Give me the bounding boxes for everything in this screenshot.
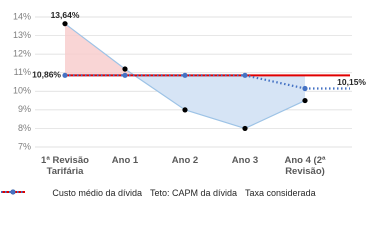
y-tick-label: 13%	[13, 30, 31, 40]
marker	[122, 66, 128, 72]
marker	[242, 72, 248, 78]
y-tick-label: 7%	[18, 141, 31, 151]
legend-item: Taxa considerada	[1, 188, 316, 198]
plot-area: 7% 8% 9% 10% 11% 12% 13% 14% 13,64% 10,86% 10,15%	[13, 10, 366, 151]
legend-marker	[10, 189, 16, 195]
legend-item: Teto: CAPM da dívida	[1, 188, 238, 198]
area-below	[65, 75, 305, 129]
marker	[242, 125, 248, 132]
marker	[182, 72, 188, 78]
legend-label: Taxa considerada	[245, 188, 316, 198]
y-tick-label: 12%	[13, 49, 31, 59]
y-tick-label: 9%	[18, 104, 31, 114]
marker	[302, 97, 308, 104]
y-tick-label: 14%	[13, 11, 31, 21]
x-tick-label: Ano 2	[171, 155, 199, 166]
y-tick-label: 10%	[13, 86, 31, 96]
area-above	[65, 23, 305, 76]
x-tick-label: 1ª Revisão Tarifária	[41, 155, 89, 177]
legend-label: Teto: CAPM da dívida	[149, 188, 238, 198]
legend-swatch	[1, 189, 25, 195]
marker	[122, 72, 128, 78]
legend: Custo médio da dívida Teto: CAPM da dívid…	[0, 188, 368, 198]
marker	[182, 107, 188, 113]
x-tick-label: Ano 1	[111, 155, 139, 166]
marker	[62, 72, 68, 78]
legend-label: Custo médio da dívida	[52, 188, 142, 198]
y-tick-label: 8%	[18, 123, 31, 133]
marker	[302, 85, 308, 92]
chart: 7% 8% 9% 10% 11% 12% 13% 14% 13,64% 10,86% 10,15% …	[0, 10, 368, 198]
legend-item: Custo médio da dívida	[1, 188, 142, 198]
marker	[62, 21, 68, 27]
data-label: 10,86%	[32, 70, 61, 80]
x-tick-label: Ano 3	[231, 155, 259, 166]
data-label: 13,64%	[51, 10, 80, 20]
y-tick-label: 11%	[14, 67, 31, 77]
data-label: 10,15%	[337, 77, 366, 87]
x-tick-label: Ano 4 (2ª Revisão)	[284, 155, 326, 177]
